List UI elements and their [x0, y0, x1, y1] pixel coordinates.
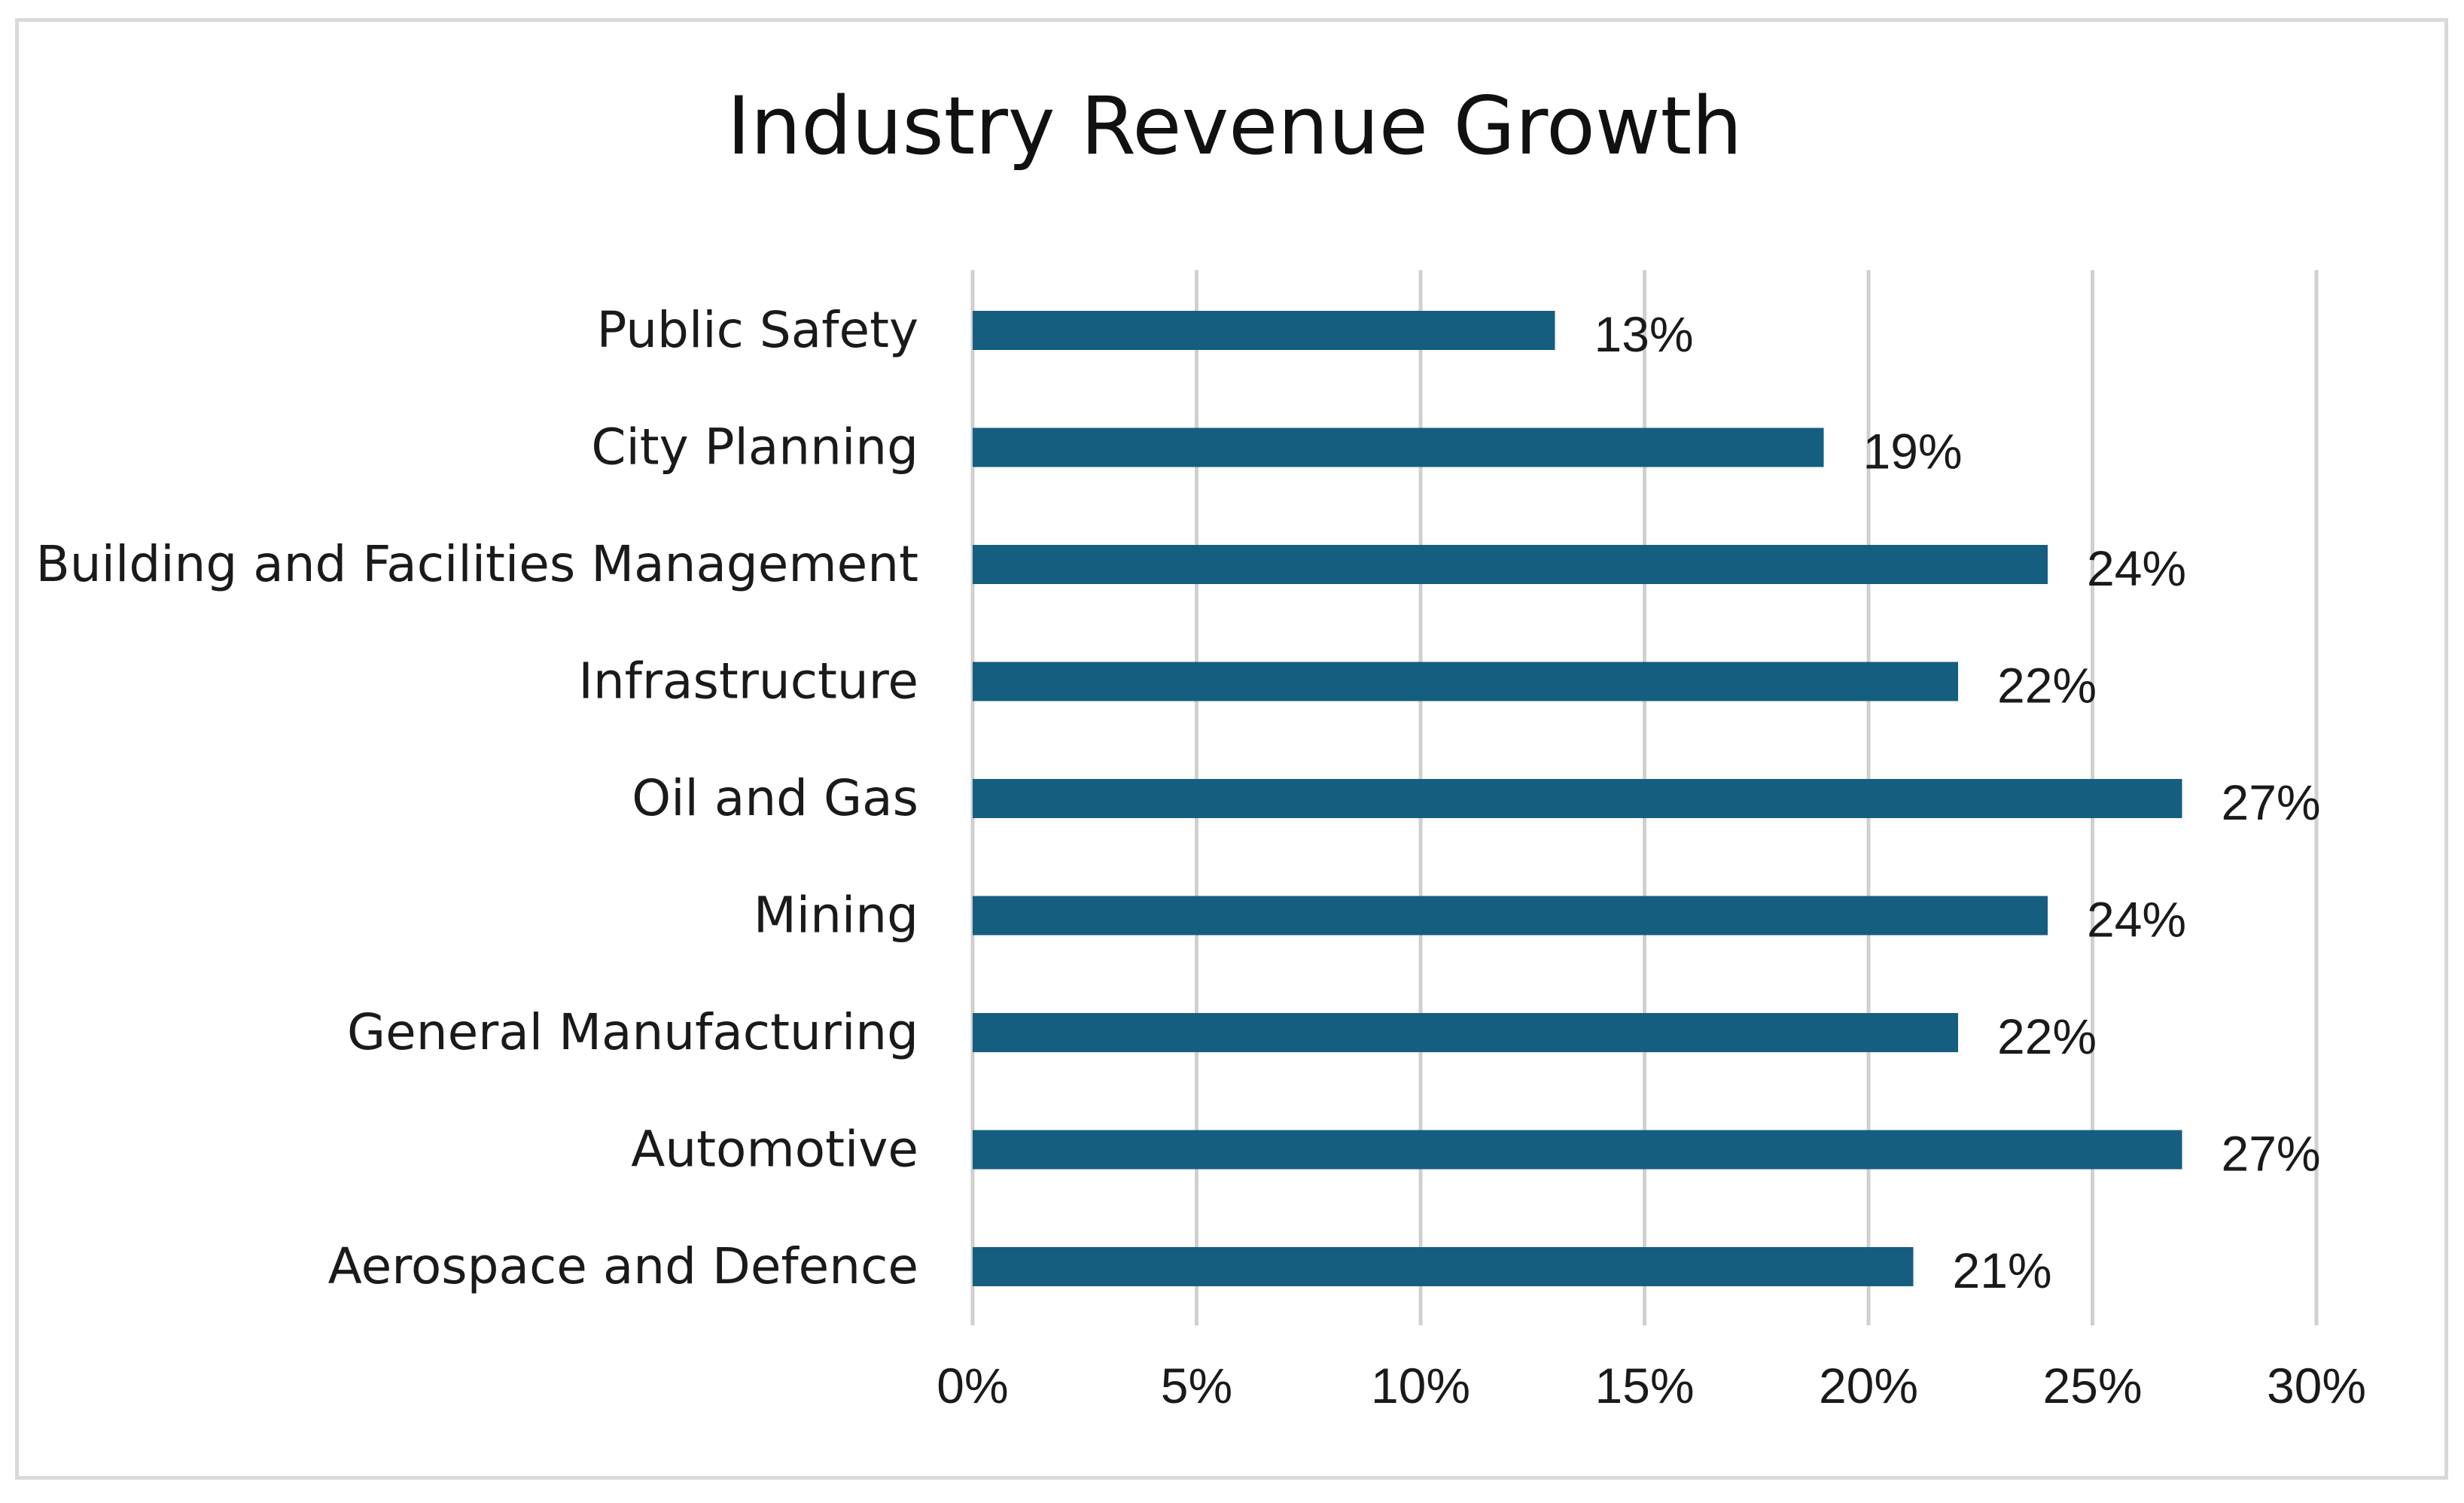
x-tick-label: 25%: [2042, 1358, 2142, 1413]
x-tick-label: 0%: [937, 1358, 1008, 1413]
bar: [973, 779, 2182, 818]
x-axis-tick-labels: 0% 5% 10% 15% 20% 25% 30%: [937, 1358, 2366, 1413]
category-label: City Planning: [591, 418, 918, 476]
bar: [973, 1247, 1914, 1286]
x-tick-label: 10%: [1371, 1358, 1470, 1413]
data-label: 24%: [2087, 892, 2186, 948]
x-tick-label: 20%: [1819, 1358, 1918, 1413]
data-label: 27%: [2222, 1126, 2321, 1182]
category-label: Oil and Gas: [632, 769, 918, 827]
category-label: Mining: [754, 887, 918, 945]
chart-title: Industry Revenue Growth: [727, 80, 1743, 172]
category-label: Automotive: [631, 1121, 918, 1179]
bar: [973, 662, 1958, 701]
category-label: General Manufacturing: [347, 1003, 918, 1061]
data-label: 13%: [1594, 306, 1694, 362]
data-label: 22%: [1997, 658, 2097, 713]
category-label: Building and Facilities Management: [36, 535, 918, 593]
bar: [973, 311, 1555, 350]
x-tick-label: 30%: [2267, 1358, 2366, 1413]
category-labels: Public Safety City Planning Building and F…: [36, 301, 918, 1295]
data-label: 19%: [1863, 424, 1963, 479]
bar: [973, 1130, 2182, 1170]
data-label: 22%: [1997, 1009, 2097, 1064]
data-label: 27%: [2222, 774, 2321, 830]
category-label: Aerospace and Defence: [328, 1237, 918, 1295]
bar: [973, 545, 2048, 584]
bars: [973, 311, 2182, 1286]
bar: [973, 1013, 1958, 1052]
x-tick-label: 15%: [1594, 1358, 1694, 1413]
bar: [973, 427, 1824, 467]
bar: [973, 896, 2048, 936]
category-label: Public Safety: [597, 301, 918, 359]
data-label: 21%: [1953, 1243, 2052, 1298]
chart-svg: Industry Revenue Growth Public Safety Cit…: [36, 80, 2367, 1413]
data-labels: 13% 19% 24% 22% 27% 24% 22% 27% 21%: [1594, 306, 2321, 1298]
data-label: 24%: [2087, 540, 2186, 596]
x-tick-label: 5%: [1161, 1358, 1232, 1413]
category-label: Infrastructure: [578, 653, 918, 710]
chart-frame: Industry Revenue Growth Public Safety Cit…: [15, 18, 2448, 1480]
